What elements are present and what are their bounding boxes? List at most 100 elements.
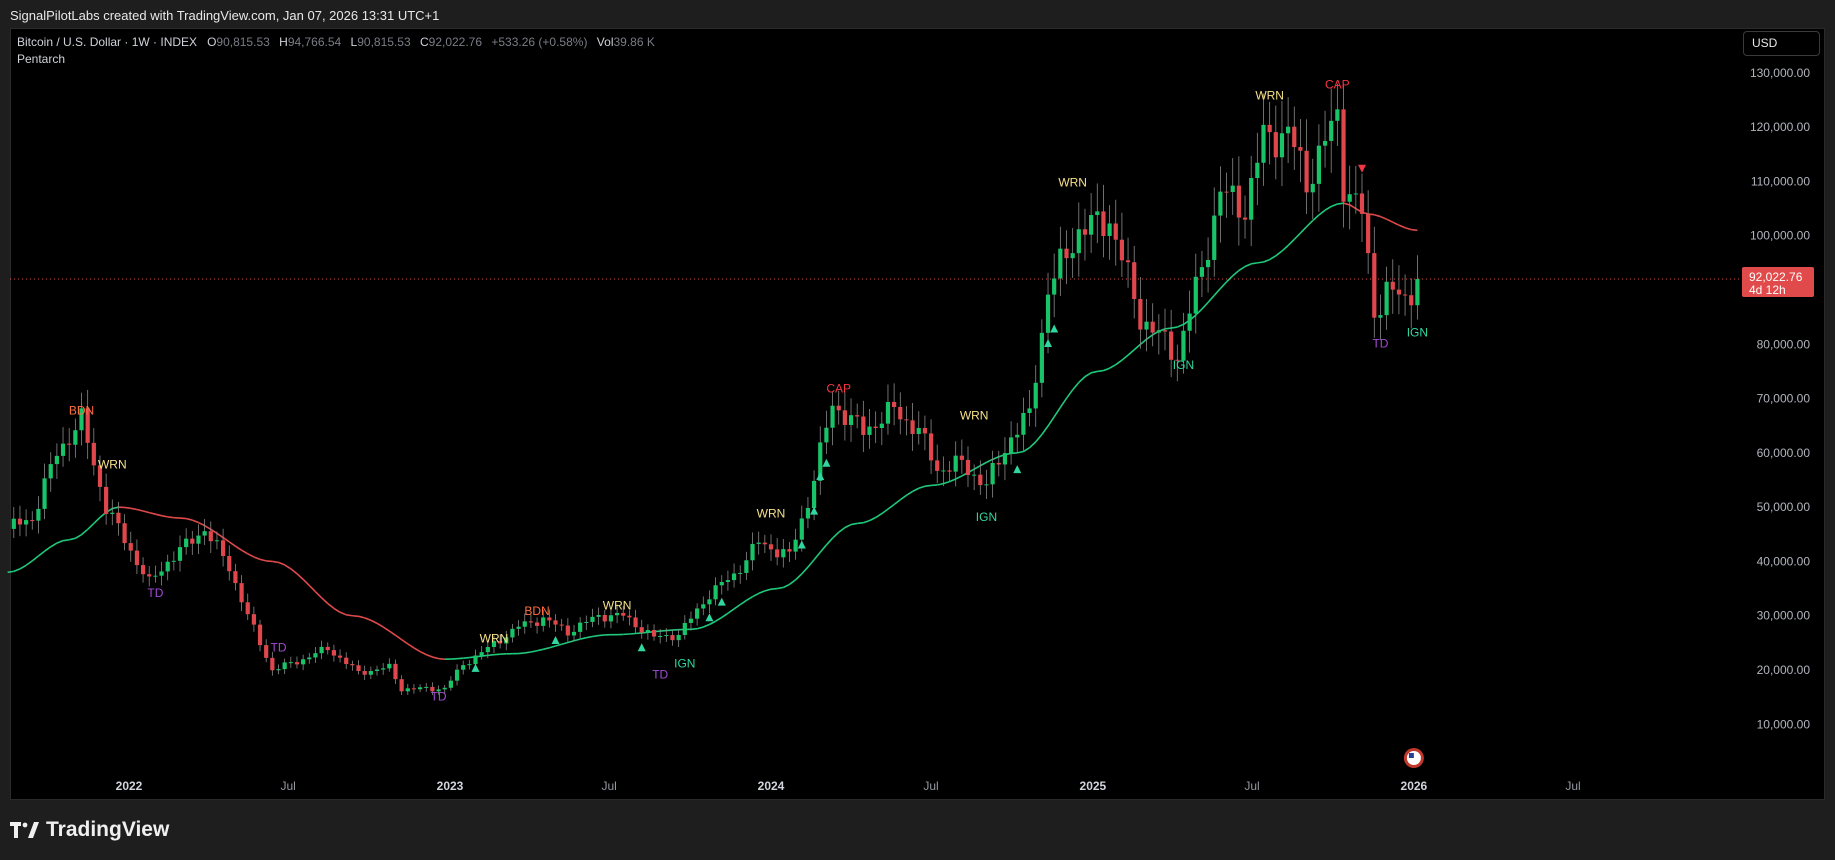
currency-button[interactable]: USD <box>1743 31 1820 56</box>
candle-body <box>676 634 681 641</box>
ignition-arrow-up <box>705 613 714 622</box>
moving-average-segment <box>155 513 162 517</box>
candle-body <box>417 687 423 690</box>
y-tick-label: 30,000.00 <box>1757 609 1811 623</box>
bar-countdown: 4d 12h <box>1749 283 1786 297</box>
candle-body <box>399 679 404 692</box>
candle-body <box>301 659 306 665</box>
candle-body <box>873 426 878 429</box>
tradingview-logo[interactable]: TradingView <box>10 818 169 842</box>
moving-average-segment <box>1164 327 1172 330</box>
candle-body <box>79 408 84 431</box>
candle-body <box>85 408 90 443</box>
moving-average-segment <box>727 608 735 614</box>
moving-average-segment <box>339 611 347 616</box>
candle-body <box>818 442 823 481</box>
signal-label-ign: IGN <box>976 510 997 524</box>
moving-average-segment <box>850 522 858 526</box>
candle-body <box>959 455 964 460</box>
ignition-arrow-up <box>816 472 825 481</box>
candle-body <box>1021 412 1026 435</box>
candle-body <box>1366 213 1371 254</box>
moving-average-segment <box>69 537 76 541</box>
moving-average-segment <box>1238 265 1246 272</box>
moving-average-segment <box>567 639 575 644</box>
x-tick-label: Jul <box>1244 779 1259 793</box>
candle-body <box>36 508 41 521</box>
candle-body <box>239 583 244 603</box>
candle-body <box>350 664 355 666</box>
x-tick-label: Jul <box>281 779 296 793</box>
symbol-label[interactable]: Bitcoin / U.S. Dollar · 1W · INDEX <box>17 35 198 49</box>
candle-body <box>1341 109 1346 202</box>
brand-name: TradingView <box>46 818 170 841</box>
candle-body <box>824 427 829 443</box>
indicator-label[interactable]: Pentarch <box>17 52 66 66</box>
candle-body <box>393 663 398 680</box>
moving-average-segment <box>130 507 138 511</box>
ignition-arrow-up <box>1044 338 1053 347</box>
moving-average-segment <box>222 536 230 543</box>
moving-average-segment <box>364 617 372 621</box>
candle-body <box>965 459 971 476</box>
candle-body <box>140 565 146 575</box>
tradingview-logo-icon <box>10 822 39 838</box>
moving-average-segment <box>979 461 987 467</box>
x-tick-label: Jul <box>923 779 938 793</box>
moving-average-segment <box>1263 258 1270 263</box>
candle-body <box>442 687 447 690</box>
candle-body <box>153 575 158 577</box>
moving-average-segment <box>1139 338 1148 345</box>
moving-average-segment <box>192 519 199 524</box>
moving-average-segment <box>376 622 384 628</box>
signal-label-td: TD <box>271 640 287 654</box>
moving-average-segment <box>1065 389 1074 399</box>
candle-body <box>1125 260 1131 263</box>
moving-average-segment <box>1053 407 1062 418</box>
candle-body <box>898 406 903 420</box>
close-value: 92,022.76 <box>428 35 483 49</box>
candle-body <box>1384 281 1389 316</box>
candle-body <box>762 542 767 545</box>
candle-body <box>1052 278 1057 295</box>
candle-body <box>381 668 386 670</box>
moving-average-segment <box>1398 224 1406 229</box>
candle-body <box>1415 279 1420 306</box>
y-tick-label: 100,000.00 <box>1750 229 1810 243</box>
candle-body <box>134 550 140 566</box>
moving-average-segment <box>80 528 89 536</box>
candle-body <box>1150 321 1155 333</box>
candle-body <box>1236 185 1241 218</box>
ohlc-legend: Bitcoin / U.S. Dollar · 1W · INDEX O90,8… <box>17 35 661 49</box>
moving-average-segment <box>524 651 532 654</box>
moving-average-segment <box>314 591 323 599</box>
candle-body <box>24 520 29 525</box>
moving-average-segment <box>906 490 914 496</box>
last-price-tag <box>1742 267 1814 298</box>
candle-body <box>707 599 712 605</box>
candle-body <box>294 662 300 665</box>
candle-body <box>1132 262 1137 299</box>
moving-average-segment <box>419 650 427 656</box>
moving-average-segment <box>50 542 58 548</box>
candle-body <box>1138 298 1143 330</box>
signal-label-warn: WRN <box>757 506 786 520</box>
moving-average-segment <box>1103 367 1110 372</box>
candle-body <box>405 688 410 692</box>
moving-average-segment <box>986 458 993 464</box>
moving-average-segment <box>228 541 236 547</box>
moving-average-segment <box>549 645 556 649</box>
candle-body <box>1378 315 1383 318</box>
candle-body <box>658 635 663 637</box>
candle-body <box>270 657 275 671</box>
moving-average-segment <box>395 634 403 641</box>
candle-body <box>1033 382 1038 409</box>
chart-panel[interactable] <box>10 28 1825 800</box>
moving-average-segment <box>702 623 710 628</box>
low-label: L <box>350 35 358 49</box>
candle-body <box>879 423 884 429</box>
moving-average-segment <box>7 570 14 574</box>
moving-average-segment <box>290 568 298 575</box>
moving-average-segment <box>863 519 870 524</box>
